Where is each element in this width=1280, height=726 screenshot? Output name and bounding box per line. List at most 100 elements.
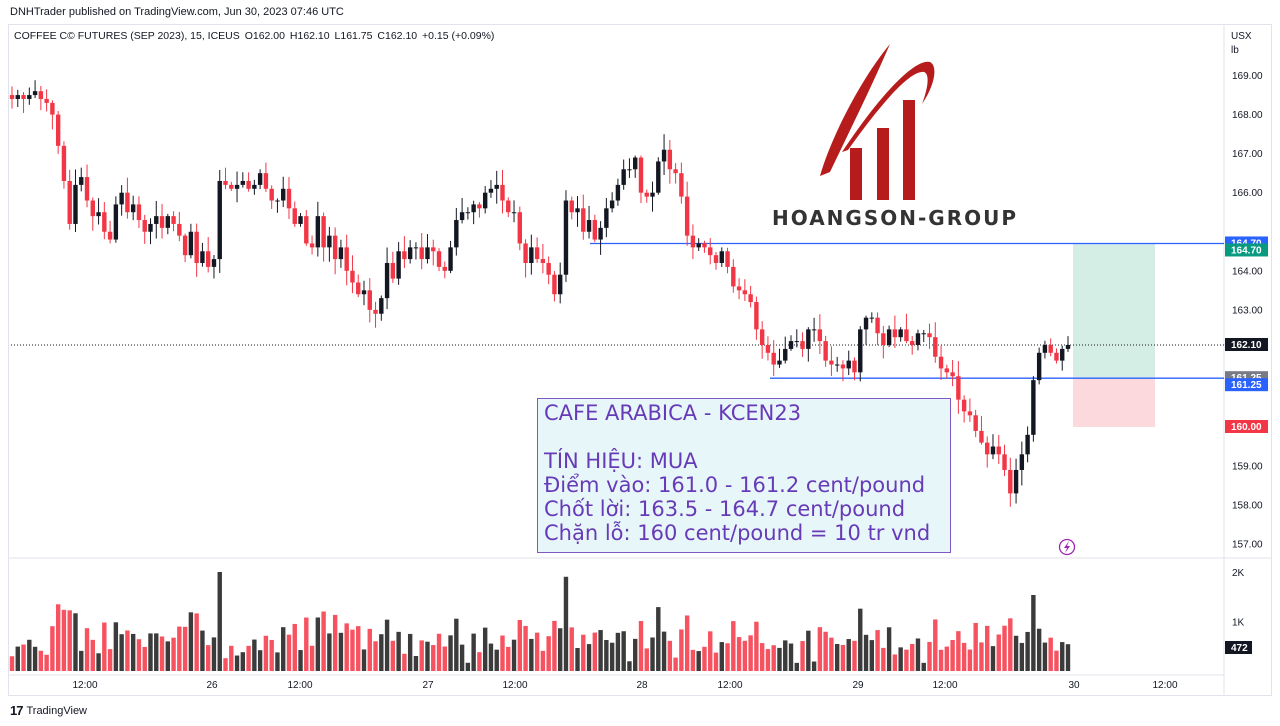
- candle-body[interactable]: [759, 329, 765, 345]
- candle-body[interactable]: [171, 216, 176, 224]
- candle-body[interactable]: [621, 169, 626, 185]
- candle-body[interactable]: [684, 196, 690, 236]
- candle-body[interactable]: [367, 290, 372, 310]
- candle-body[interactable]: [500, 184, 505, 201]
- candle-body[interactable]: [482, 192, 488, 209]
- candle-body[interactable]: [933, 337, 938, 357]
- candle-body[interactable]: [702, 243, 707, 248]
- candle-body[interactable]: [321, 216, 326, 248]
- candle-body[interactable]: [50, 102, 55, 115]
- candle-body[interactable]: [448, 247, 453, 271]
- candle-body[interactable]: [921, 333, 926, 335]
- signal-annotation-box[interactable]: CAFE ARABICA - KCEN23 TÍN HIỆU: MUA Điểm…: [537, 398, 951, 553]
- candle-body[interactable]: [494, 184, 499, 189]
- candle-body[interactable]: [90, 200, 95, 217]
- candle-body[interactable]: [379, 298, 384, 314]
- candle-body[interactable]: [806, 329, 811, 349]
- candle-body[interactable]: [846, 360, 851, 369]
- candle-body[interactable]: [125, 192, 130, 213]
- candle-body[interactable]: [1025, 434, 1030, 455]
- candle-body[interactable]: [956, 376, 961, 400]
- candle-body[interactable]: [736, 286, 742, 291]
- candle-body[interactable]: [177, 223, 182, 236]
- candle-body[interactable]: [673, 169, 678, 174]
- candle-body[interactable]: [55, 114, 61, 146]
- candle-body[interactable]: [205, 251, 211, 267]
- candle-body[interactable]: [1036, 352, 1042, 381]
- candle-body[interactable]: [471, 204, 476, 213]
- candle-body[interactable]: [84, 177, 90, 201]
- candle-body[interactable]: [633, 157, 638, 170]
- candle-body[interactable]: [27, 95, 32, 99]
- candle-body[interactable]: [898, 329, 903, 338]
- candle-body[interactable]: [1008, 469, 1013, 494]
- candle-body[interactable]: [996, 446, 1001, 455]
- candle-body[interactable]: [361, 290, 367, 295]
- candle-body[interactable]: [754, 302, 759, 330]
- candle-body[interactable]: [627, 169, 632, 171]
- candle-body[interactable]: [263, 173, 269, 189]
- candle-body[interactable]: [113, 204, 119, 240]
- candle-body[interactable]: [506, 200, 511, 213]
- candle-body[interactable]: [21, 95, 26, 99]
- candle-body[interactable]: [119, 192, 124, 205]
- candle-body[interactable]: [777, 360, 782, 365]
- candle-body[interactable]: [269, 188, 274, 201]
- candle-body[interactable]: [454, 220, 459, 248]
- candle-body[interactable]: [869, 317, 875, 319]
- candle-body[interactable]: [384, 262, 390, 299]
- candle-body[interactable]: [990, 446, 996, 455]
- candle-body[interactable]: [517, 212, 523, 244]
- candle-body[interactable]: [1019, 454, 1025, 470]
- candle-body[interactable]: [985, 442, 990, 455]
- candle-body[interactable]: [309, 243, 315, 248]
- candle-body[interactable]: [511, 212, 517, 214]
- candle-body[interactable]: [211, 259, 217, 267]
- candle-body[interactable]: [748, 294, 753, 303]
- candle-body[interactable]: [396, 251, 401, 279]
- candle-body[interactable]: [552, 274, 557, 295]
- candle-body[interactable]: [61, 145, 67, 181]
- candle-body[interactable]: [148, 223, 153, 232]
- candle-body[interactable]: [858, 329, 863, 373]
- candle-body[interactable]: [1002, 454, 1007, 470]
- candle-body[interactable]: [592, 220, 598, 240]
- candle-body[interactable]: [811, 329, 817, 331]
- candle-body[interactable]: [713, 255, 719, 263]
- candle-body[interactable]: [165, 216, 171, 228]
- candle-body[interactable]: [79, 177, 84, 185]
- candle-body[interactable]: [967, 411, 973, 416]
- footer-brand[interactable]: TradingView: [26, 704, 88, 717]
- candle-body[interactable]: [840, 364, 846, 369]
- candle-body[interactable]: [350, 270, 355, 283]
- candle-body[interactable]: [96, 212, 101, 217]
- candle-body[interactable]: [407, 247, 413, 260]
- candle-body[interactable]: [102, 212, 107, 232]
- candle-body[interactable]: [690, 235, 696, 248]
- candle-body[interactable]: [834, 364, 840, 366]
- candle-body[interactable]: [38, 91, 44, 99]
- candle-body[interactable]: [413, 247, 419, 249]
- candle-body[interactable]: [459, 212, 465, 221]
- candle-body[interactable]: [73, 184, 78, 224]
- candle-body[interactable]: [373, 309, 378, 314]
- candle-body[interactable]: [581, 208, 586, 232]
- take-profit-zone[interactable]: [1073, 243, 1155, 379]
- candle-body[interactable]: [1042, 344, 1048, 353]
- candle-body[interactable]: [477, 204, 482, 209]
- candle-body[interactable]: [182, 235, 188, 256]
- candle-body[interactable]: [973, 415, 978, 431]
- candle-body[interactable]: [286, 188, 292, 209]
- candle-body[interactable]: [546, 262, 551, 275]
- candle-body[interactable]: [1060, 348, 1065, 361]
- candle-body[interactable]: [338, 247, 344, 260]
- candle-body[interactable]: [257, 173, 263, 185]
- candle-body[interactable]: [1013, 469, 1019, 494]
- candle-body[interactable]: [557, 274, 563, 295]
- candle-body[interactable]: [332, 235, 338, 260]
- candle-body[interactable]: [725, 251, 730, 267]
- candle-body[interactable]: [875, 317, 880, 334]
- symbol-legend[interactable]: COFFEE C© FUTURES (SEP 2023), 15, ICEUS …: [14, 30, 496, 42]
- candle-body[interactable]: [656, 161, 661, 193]
- candle-body[interactable]: [979, 430, 984, 443]
